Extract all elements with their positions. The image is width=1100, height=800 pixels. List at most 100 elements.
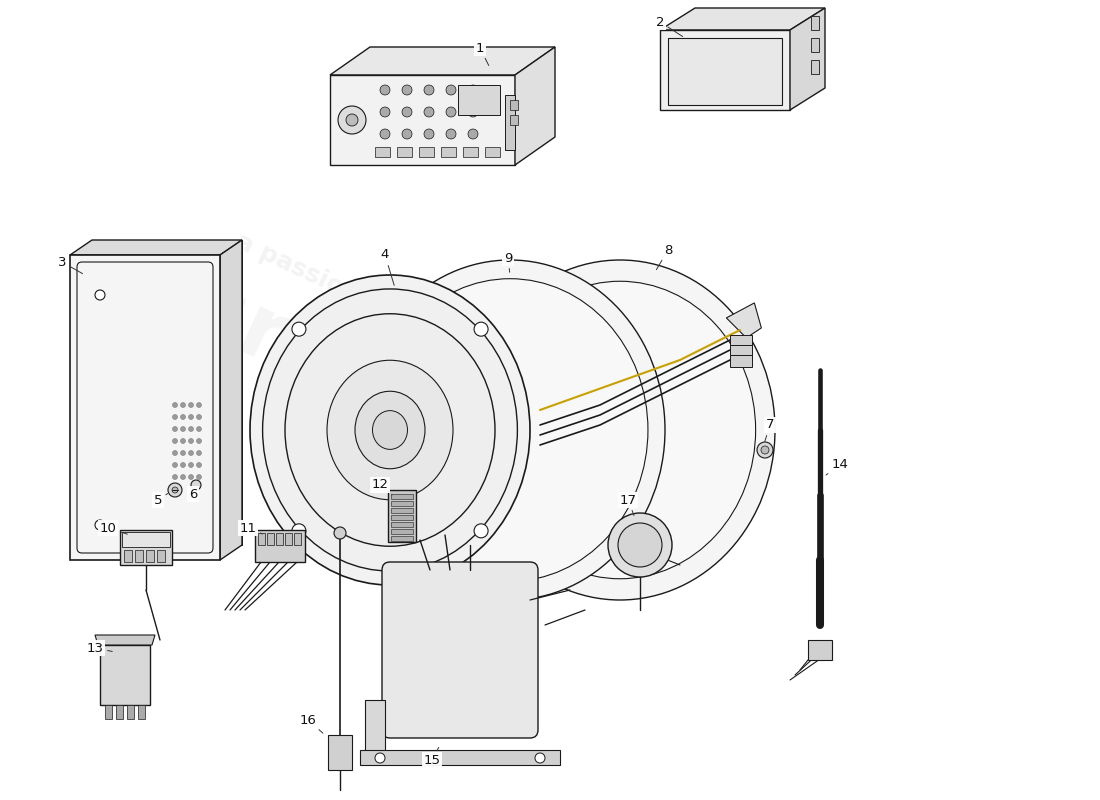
- Bar: [390, 536, 412, 541]
- FancyBboxPatch shape: [77, 262, 213, 553]
- Circle shape: [173, 438, 177, 443]
- Bar: [135, 550, 143, 562]
- Bar: [146, 550, 154, 562]
- Circle shape: [761, 446, 769, 454]
- Ellipse shape: [373, 410, 407, 450]
- Circle shape: [424, 129, 434, 139]
- Circle shape: [180, 450, 186, 455]
- Ellipse shape: [263, 289, 517, 571]
- Polygon shape: [70, 240, 242, 255]
- Bar: [104, 705, 112, 719]
- Circle shape: [180, 438, 186, 443]
- Circle shape: [188, 474, 194, 479]
- Bar: [285, 533, 292, 545]
- Circle shape: [535, 753, 544, 763]
- Circle shape: [346, 114, 358, 126]
- Ellipse shape: [250, 275, 530, 585]
- Polygon shape: [360, 750, 560, 765]
- Polygon shape: [660, 30, 790, 110]
- Bar: [375, 147, 390, 157]
- Bar: [390, 501, 412, 506]
- Text: 4: 4: [381, 249, 394, 286]
- Bar: [116, 705, 123, 719]
- Circle shape: [197, 438, 201, 443]
- Circle shape: [188, 414, 194, 419]
- Circle shape: [334, 527, 346, 539]
- Polygon shape: [515, 47, 556, 165]
- Circle shape: [608, 513, 672, 577]
- Bar: [388, 490, 416, 542]
- Circle shape: [180, 402, 186, 407]
- Bar: [463, 147, 478, 157]
- Bar: [255, 530, 305, 562]
- Circle shape: [338, 106, 366, 134]
- Circle shape: [468, 107, 478, 117]
- Circle shape: [197, 414, 201, 419]
- Text: 1: 1: [475, 42, 488, 66]
- Bar: [390, 522, 412, 527]
- Circle shape: [173, 402, 177, 407]
- Bar: [328, 735, 352, 770]
- Ellipse shape: [372, 278, 648, 582]
- Circle shape: [197, 474, 201, 479]
- Text: 10: 10: [100, 522, 128, 534]
- Bar: [811, 38, 819, 52]
- Bar: [124, 550, 132, 562]
- Circle shape: [188, 462, 194, 467]
- Bar: [458, 85, 500, 115]
- Bar: [157, 550, 165, 562]
- Polygon shape: [726, 303, 761, 338]
- Circle shape: [197, 450, 201, 455]
- Polygon shape: [330, 47, 556, 75]
- Circle shape: [379, 85, 390, 95]
- Circle shape: [173, 426, 177, 431]
- Circle shape: [173, 462, 177, 467]
- Circle shape: [446, 129, 456, 139]
- Text: 7: 7: [764, 418, 774, 442]
- Bar: [730, 335, 752, 347]
- Circle shape: [173, 450, 177, 455]
- Circle shape: [402, 107, 412, 117]
- Circle shape: [173, 474, 177, 479]
- Ellipse shape: [285, 314, 495, 546]
- Ellipse shape: [355, 260, 666, 600]
- Circle shape: [292, 322, 306, 336]
- Circle shape: [95, 520, 104, 530]
- Text: eurobodges: eurobodges: [112, 235, 688, 565]
- Circle shape: [379, 107, 390, 117]
- Text: 13: 13: [87, 642, 112, 654]
- Circle shape: [618, 523, 662, 567]
- Polygon shape: [790, 8, 825, 110]
- Text: 5: 5: [154, 494, 167, 506]
- Circle shape: [173, 414, 177, 419]
- Polygon shape: [70, 255, 220, 560]
- Circle shape: [180, 462, 186, 467]
- Circle shape: [197, 426, 201, 431]
- Circle shape: [474, 524, 488, 538]
- Circle shape: [172, 487, 178, 493]
- Bar: [730, 355, 752, 367]
- Circle shape: [468, 85, 478, 95]
- Circle shape: [188, 450, 194, 455]
- Text: 17: 17: [619, 494, 637, 515]
- Bar: [258, 533, 265, 545]
- Ellipse shape: [327, 360, 453, 500]
- Text: 14: 14: [826, 458, 848, 475]
- Bar: [390, 508, 412, 513]
- Bar: [505, 95, 515, 150]
- Bar: [122, 532, 170, 547]
- Polygon shape: [92, 240, 242, 545]
- Text: a passion for parts since 1985: a passion for parts since 1985: [232, 229, 628, 431]
- Text: 2: 2: [656, 15, 683, 37]
- Polygon shape: [330, 75, 515, 165]
- Circle shape: [180, 474, 186, 479]
- Circle shape: [191, 480, 201, 490]
- Bar: [510, 100, 518, 110]
- Circle shape: [757, 442, 773, 458]
- Bar: [397, 147, 412, 157]
- Polygon shape: [220, 240, 242, 560]
- Circle shape: [446, 85, 456, 95]
- Bar: [811, 60, 819, 74]
- Bar: [138, 705, 145, 719]
- Bar: [510, 115, 518, 125]
